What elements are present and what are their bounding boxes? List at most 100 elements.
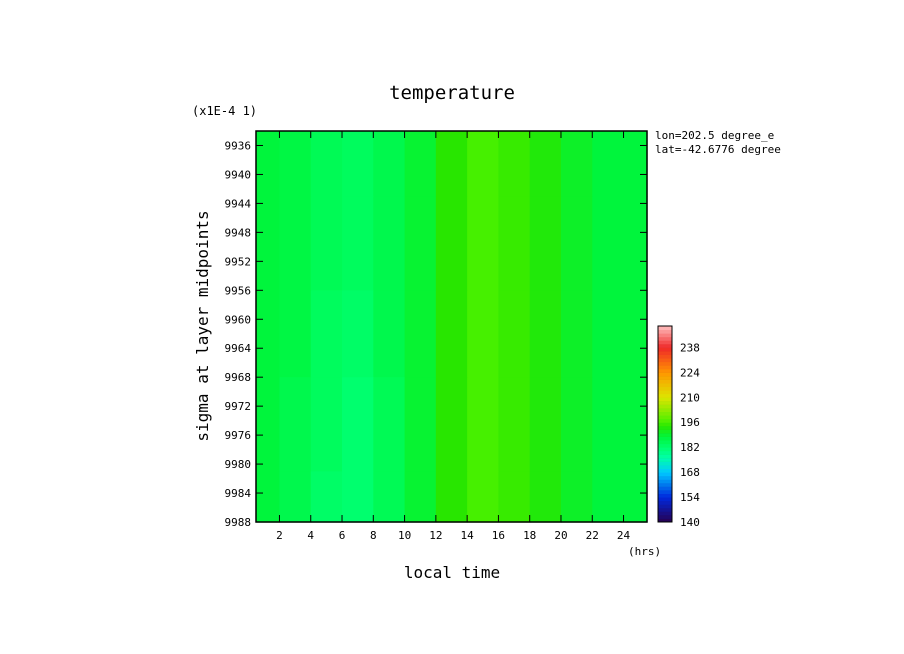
colorbar-band xyxy=(658,350,672,356)
colorbar-band xyxy=(658,454,672,459)
heatmap-cell xyxy=(256,290,281,378)
colorbar-band xyxy=(658,447,672,452)
heatmap-cell xyxy=(560,196,593,291)
colorbar-band xyxy=(658,500,672,505)
heatmap-cell xyxy=(404,131,437,197)
colorbar-band xyxy=(658,425,672,430)
heatmap-cell xyxy=(256,377,281,472)
heatmap-cell xyxy=(310,196,343,291)
heatmap-cell xyxy=(279,196,312,291)
colorbar-band xyxy=(658,407,672,413)
colorbar-tick-label: 196 xyxy=(680,416,700,429)
heatmap-cell xyxy=(498,290,531,378)
colorbar-band xyxy=(658,358,672,363)
heatmap-cell xyxy=(467,131,500,197)
heatmap-cell xyxy=(592,471,625,523)
annotation-lon: lon=202.5 degree_e xyxy=(655,129,774,142)
heatmap-cell xyxy=(529,377,562,472)
colorbar-tick-label: 140 xyxy=(680,516,700,529)
heatmap-cell xyxy=(623,131,648,197)
heatmap-cell xyxy=(404,290,437,378)
x-tick-label: 6 xyxy=(339,529,346,542)
x-tick-label: 18 xyxy=(523,529,536,542)
colorbar-band xyxy=(658,400,672,405)
heatmap-cell xyxy=(435,290,468,378)
colorbar-band xyxy=(658,436,672,441)
colorbar-band xyxy=(658,450,672,455)
heatmap-cell xyxy=(623,290,648,378)
heatmap-cell xyxy=(467,377,500,472)
colorbar-band xyxy=(658,472,672,477)
heatmap-cell xyxy=(342,377,374,472)
colorbar-band xyxy=(658,333,672,338)
colorbar-band xyxy=(658,493,672,498)
colorbar-frame xyxy=(657,325,673,523)
colorbar-tick-label: 238 xyxy=(680,341,700,354)
colorbar-band xyxy=(658,397,672,402)
heatmap-cell xyxy=(529,471,562,523)
y-tick-label: 9980 xyxy=(225,458,252,471)
colorbar-band xyxy=(658,504,672,509)
heatmap-cell xyxy=(560,377,593,472)
heatmap-cell xyxy=(529,290,562,378)
heatmap-cell xyxy=(467,290,500,378)
colorbar-band xyxy=(658,429,672,434)
heatmap-cell xyxy=(498,196,531,291)
colorbar-band xyxy=(658,443,672,448)
heatmap-cell xyxy=(279,471,312,523)
y-tick-label: 9968 xyxy=(225,371,252,384)
heatmap-cell xyxy=(529,131,562,197)
heatmap-cell xyxy=(256,196,281,291)
y-tick-label: 9988 xyxy=(225,516,252,529)
x-units-label: (hrs) xyxy=(628,545,661,558)
colorbar-tick-label: 154 xyxy=(680,491,700,504)
colorbar-tick-label: 210 xyxy=(680,391,700,404)
heatmap-cell xyxy=(623,471,648,523)
y-tick-label: 9940 xyxy=(225,168,252,181)
colorbar-band xyxy=(658,511,672,516)
x-tick-label: 2 xyxy=(276,529,283,542)
heatmap-cell xyxy=(560,471,593,523)
heatmap-cells xyxy=(256,131,648,523)
heatmap-cell xyxy=(529,196,562,291)
colorbar-band xyxy=(658,489,672,494)
colorbar-band xyxy=(658,432,672,437)
x-tick-label: 10 xyxy=(398,529,411,542)
heatmap-cell xyxy=(404,196,437,291)
plot-frame xyxy=(255,130,648,523)
y-scale-note: (x1E-4 1) xyxy=(192,104,257,118)
colorbar-band xyxy=(658,418,672,423)
x-tick-label: 14 xyxy=(461,529,475,542)
heatmap-cell xyxy=(623,377,648,472)
colorbar-band xyxy=(658,343,672,348)
heatmap-cell xyxy=(623,196,648,291)
colorbar-band xyxy=(658,347,672,352)
heatmap-cell xyxy=(592,377,625,472)
heatmap-cell xyxy=(592,290,625,378)
colorbar-band xyxy=(658,514,672,519)
colorbar-band xyxy=(658,464,672,470)
y-tick-label: 9952 xyxy=(225,255,252,268)
colorbar-band xyxy=(658,326,672,331)
y-axis-ticks: 9936 9940 9944 9948 9952 9956 9960 9964 9968 9972… xyxy=(225,139,647,529)
colorbar-tick-label: 168 xyxy=(680,466,700,479)
y-tick-label: 9944 xyxy=(225,197,252,210)
y-tick-label: 9976 xyxy=(225,429,252,442)
colorbar-band xyxy=(658,482,672,487)
heatmap-cell xyxy=(592,196,625,291)
colorbar-band xyxy=(658,375,672,380)
x-tick-label: 20 xyxy=(554,529,567,542)
colorbar-band xyxy=(658,411,672,416)
x-axis-label: local time xyxy=(404,563,500,582)
colorbar-band xyxy=(658,497,672,502)
colorbar-band xyxy=(658,390,672,395)
heatmap-cell xyxy=(404,377,437,472)
heatmap-cell xyxy=(256,471,281,523)
x-axis-ticks: 2 4 6 8 10 12 14 16 18 20 22 24 xyxy=(276,131,631,542)
heatmap-cell xyxy=(498,471,531,523)
colorbar-band xyxy=(658,329,672,334)
annotation-lat: lat=-42.6776 degree xyxy=(655,143,781,156)
heatmap-cell xyxy=(310,290,343,378)
x-tick-label: 22 xyxy=(586,529,599,542)
